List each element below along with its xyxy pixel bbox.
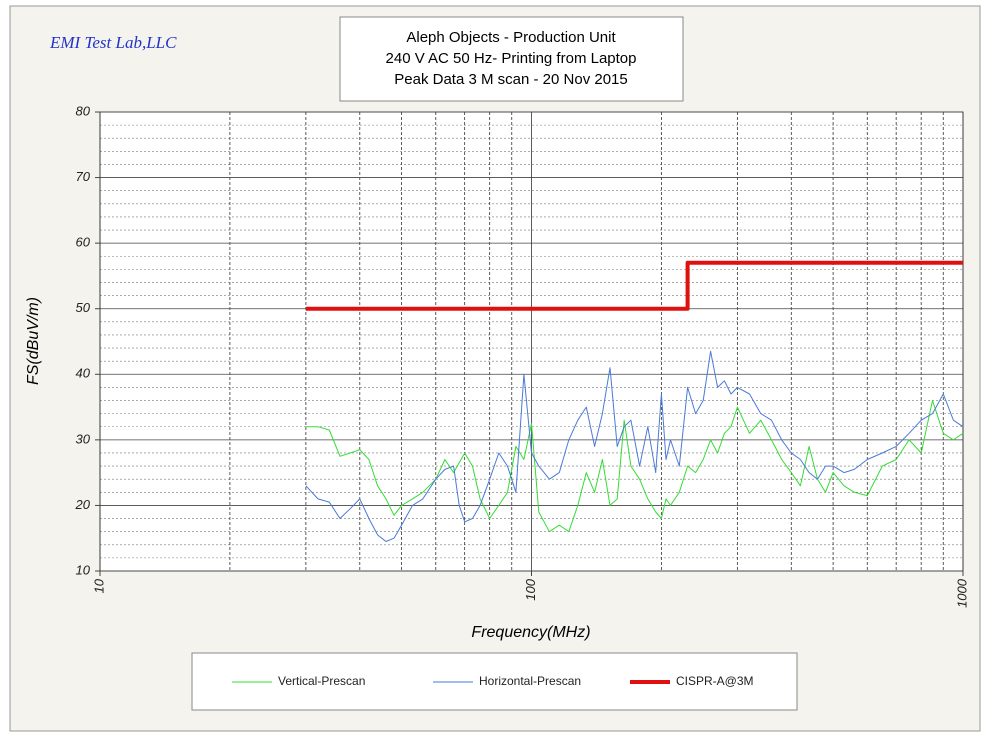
- y-tick-label: 60: [76, 235, 91, 250]
- chart-title: Peak Data 3 M scan - 20 Nov 2015: [394, 71, 627, 88]
- legend-label: Vertical-Prescan: [278, 674, 365, 688]
- x-tick-label: 100: [523, 578, 538, 600]
- y-tick-label: 50: [76, 300, 91, 315]
- series-line: [305, 260, 963, 311]
- legend-label: CISPR-A@3M: [676, 674, 754, 688]
- chart-title: 240 V AC 50 Hz- Printing from Laptop: [386, 50, 637, 67]
- y-tick-label: 40: [76, 366, 91, 381]
- y-tick-label: 10: [76, 562, 91, 577]
- y-tick-label: 80: [76, 103, 91, 118]
- y-tick-label: 70: [76, 169, 91, 184]
- x-axis-label: Frequency(MHz): [471, 624, 590, 641]
- title-box: [339, 16, 684, 102]
- x-tick-label: 10: [91, 578, 106, 593]
- series-line: [305, 400, 964, 533]
- series-line: [305, 350, 964, 542]
- brand: EMI Test Lab,LLC: [49, 33, 177, 52]
- y-tick-label: 20: [75, 497, 91, 512]
- legend-label: Horizontal-Prescan: [479, 674, 581, 688]
- y-tick-label: 30: [76, 431, 91, 446]
- legend-box: [191, 652, 798, 711]
- x-tick-label: 1000: [954, 578, 969, 608]
- chart-title: Aleph Objects - Production Unit: [406, 29, 616, 46]
- y-axis-label: FS(dBuV/m): [25, 297, 42, 385]
